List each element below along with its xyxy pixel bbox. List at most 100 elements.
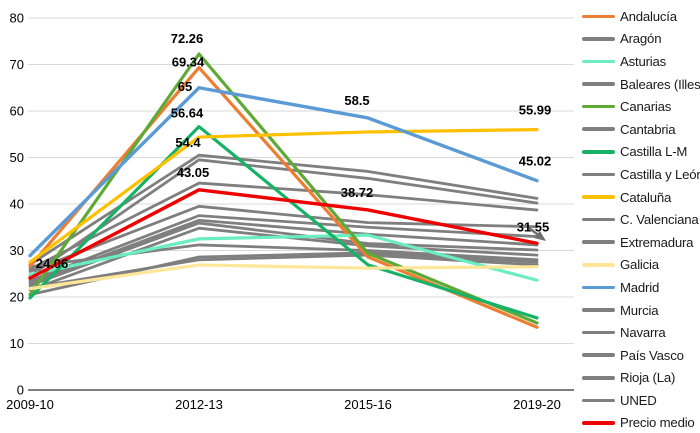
series-line-navarra	[28, 218, 539, 285]
data-label-precio-medio-2012-13: 43.05	[177, 165, 210, 180]
data-label-madrid-2019-20: 45.02	[519, 154, 552, 169]
legend-label: Murcia	[620, 302, 659, 318]
legend-label: Asturias	[620, 53, 667, 69]
legend-item-c-valenciana: C. Valenciana	[582, 208, 700, 231]
series-line-cantabria	[28, 221, 539, 287]
series-line-murcia	[28, 204, 539, 273]
series-line-catalu-a	[28, 128, 539, 264]
legend-swatch-baleares-illes	[582, 82, 615, 86]
legend-swatch-arag-n	[582, 37, 615, 41]
y-tick-label: 50	[10, 150, 24, 165]
legend-swatch-asturias	[582, 59, 615, 64]
legend-item-catalu-a: Cataluña	[582, 186, 700, 209]
mouse-cursor-icon	[528, 227, 546, 241]
legend-swatch-precio-medio	[582, 421, 615, 425]
legend-swatch-castilla-l-m	[582, 150, 615, 154]
data-label-castilla-l-m-2012-13: 56.64	[171, 106, 204, 121]
x-axis-label: 2009-10	[6, 397, 54, 412]
legend-label: Galicia	[620, 257, 659, 273]
legend-swatch-c-valenciana	[582, 217, 615, 222]
data-label-andaluc-a-2012-13: 69.34	[172, 55, 205, 70]
legend-swatch-pa-s-vasco	[582, 353, 615, 357]
legend-swatch-cantabria	[582, 127, 615, 132]
legend-item-arag-n: Aragón	[582, 28, 700, 51]
data-label-madrid-2015-16: 58.5	[344, 93, 369, 108]
x-axis-label: 2019-20	[513, 397, 561, 412]
y-tick-label: 30	[10, 243, 24, 258]
data-label-madrid-2012-13: 65	[178, 79, 192, 94]
legend-swatch-catalu-a	[582, 195, 615, 199]
legend-label: País Vasco	[620, 347, 684, 363]
legend-item-uned: UNED	[582, 389, 700, 412]
y-tick-label: 10	[10, 336, 24, 351]
legend-swatch-murcia	[582, 308, 615, 312]
series-line-asturias	[28, 233, 539, 282]
legend-label: Cantabria	[620, 121, 676, 137]
series-line-canarias	[28, 52, 539, 325]
series-line-castilla-l-m	[28, 125, 539, 320]
legend-label: Extremadura	[620, 234, 694, 250]
legend-label: Navarra	[620, 325, 666, 341]
legend-label: C. Valenciana	[620, 212, 699, 228]
data-label-catalu-a-2019-20: 55.99	[519, 103, 552, 118]
legend-item-navarra: Navarra	[582, 321, 700, 344]
legend-item-extremadura: Extremadura	[582, 231, 700, 254]
legend-item-baleares-illes: Baleares (Illes)	[582, 73, 700, 96]
y-tick-label: 60	[10, 104, 24, 119]
data-label-canarias-2012-13: 72.26	[171, 31, 204, 46]
series-line-uned	[28, 253, 539, 290]
x-axis-label: 2015-16	[344, 397, 392, 412]
legend-label: Andalucía	[620, 8, 677, 24]
legend-item-canarias: Canarias	[582, 95, 700, 118]
data-label-precio-medio-2019-20: 31.55	[517, 219, 550, 234]
y-tick-label: 40	[10, 197, 24, 212]
series-line-c-valenciana	[28, 158, 539, 278]
data-label-precio-medio-2009-10: 24.06	[36, 256, 69, 271]
data-label-catalu-a-2012-13: 54.4	[175, 135, 201, 150]
legend-item-rioja-la: Rioja (La)	[582, 367, 700, 390]
series-line-madrid	[28, 86, 539, 258]
legend-item-murcia: Murcia	[582, 299, 700, 322]
legend-swatch-navarra	[582, 330, 615, 335]
legend-item-precio-medio: Precio medio	[582, 412, 700, 433]
y-tick-label: 80	[10, 11, 24, 26]
series-line-precio-medio	[28, 188, 539, 280]
legend-swatch-madrid	[582, 285, 615, 290]
series-line-galicia	[28, 263, 539, 291]
legend-label: UNED	[620, 392, 657, 408]
legend-label: Precio medio	[620, 415, 695, 431]
legend-swatch-galicia	[582, 263, 615, 267]
legend-label: Madrid	[620, 279, 660, 295]
legend-label: Aragón	[620, 31, 662, 47]
legend-item-castilla-y-le-n: Castilla y León	[582, 163, 700, 186]
legend-label: Baleares (Illes)	[620, 76, 700, 92]
legend-swatch-andaluc-a	[582, 14, 615, 19]
series-line-arag-n	[28, 181, 539, 271]
legend-item-asturias: Asturias	[582, 50, 700, 73]
legend-label: Canarias	[620, 99, 672, 115]
legend-label: Cataluña	[620, 189, 672, 205]
legend-swatch-rioja-la	[582, 376, 615, 380]
legend-item-galicia: Galicia	[582, 254, 700, 277]
legend-label: Rioja (La)	[620, 370, 676, 386]
data-label-precio-medio-2015-16: 38.72	[341, 185, 374, 200]
legend-item-pa-s-vasco: País Vasco	[582, 344, 700, 367]
y-tick-label: 20	[10, 290, 24, 305]
y-tick-label: 70	[10, 57, 24, 72]
series-line-baleares-illes	[28, 214, 539, 283]
legend-swatch-extremadura	[582, 240, 615, 245]
legend-item-cantabria: Cantabria	[582, 118, 700, 141]
legend-swatch-uned	[582, 398, 615, 403]
legend-swatch-castilla-y-le-n	[582, 172, 615, 177]
chart-legend: Andalucía Aragón Asturias Baleares (Illes) C…	[582, 5, 700, 433]
legend-item-madrid: Madrid	[582, 276, 700, 299]
legend-item-andaluc-a: Andalucía	[582, 5, 700, 28]
legend-label: Castilla L-M	[620, 144, 688, 160]
legend-swatch-canarias	[582, 104, 615, 109]
y-tick-label: 0	[17, 383, 24, 398]
legend-item-castilla-l-m: Castilla L-M	[582, 141, 700, 164]
legend-label: Castilla y León	[620, 166, 700, 182]
x-axis-label: 2012-13	[175, 397, 223, 412]
